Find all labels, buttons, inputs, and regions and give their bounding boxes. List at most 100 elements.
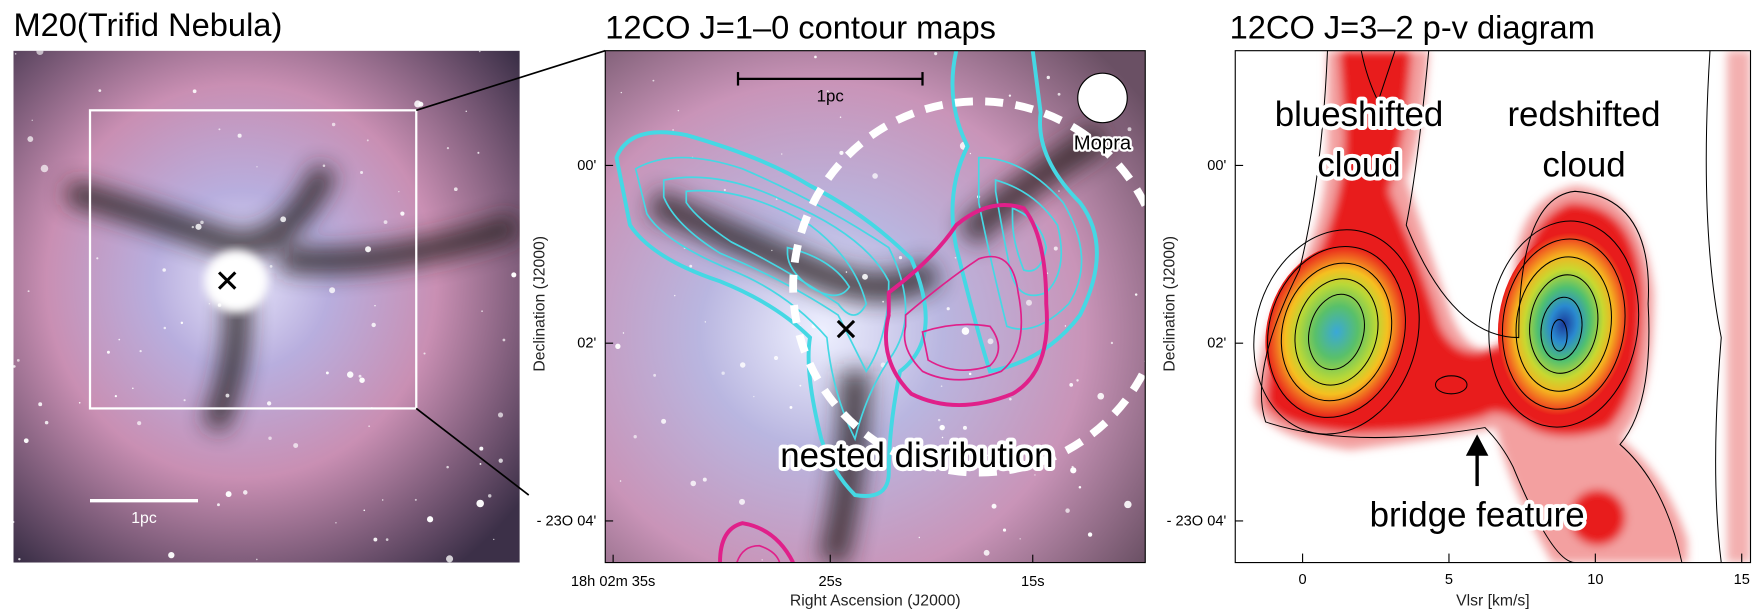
star (623, 332, 624, 333)
star (740, 362, 745, 367)
x-tick-label: 15s (1021, 574, 1045, 590)
star (939, 425, 944, 430)
star (98, 89, 101, 92)
star (243, 490, 248, 495)
star (1065, 325, 1066, 326)
beam-label: Mopra (1074, 133, 1132, 155)
star (1019, 538, 1020, 539)
star (371, 323, 375, 327)
star (1069, 383, 1073, 387)
annotation: bridge feature (1370, 496, 1585, 535)
star (132, 388, 134, 390)
star (268, 437, 271, 440)
annotation: cloud (1542, 146, 1625, 185)
y-axis-label: Declination (J2000) (532, 236, 549, 372)
star (481, 310, 483, 312)
star (45, 421, 49, 425)
star (386, 538, 389, 541)
annotation: redshifted (1507, 95, 1660, 134)
star (24, 438, 29, 443)
star (418, 102, 423, 107)
x-axis-label: Right Ascension (J2000) (790, 592, 961, 609)
contour-map (605, 51, 1164, 563)
star (384, 220, 388, 224)
star (36, 48, 43, 55)
star (15, 53, 17, 55)
star-marker: ✕ (214, 263, 240, 299)
star (373, 538, 377, 542)
x-tick-label: 25s (818, 574, 842, 590)
star (882, 301, 884, 303)
star (919, 537, 920, 538)
star (18, 558, 20, 560)
star (195, 224, 201, 230)
star (988, 338, 994, 344)
star (184, 399, 186, 401)
star (479, 50, 481, 52)
star (168, 552, 174, 558)
star (941, 385, 943, 387)
contour-map (605, 51, 1145, 563)
star (1070, 467, 1076, 473)
y-tick-label: 00' (577, 158, 596, 174)
star (446, 555, 453, 562)
star (499, 459, 503, 463)
star (962, 327, 970, 335)
star (329, 287, 335, 293)
star (938, 419, 940, 421)
star (1026, 300, 1032, 306)
star (139, 350, 141, 352)
star (674, 295, 675, 296)
star (969, 373, 971, 375)
star-marker: ✕ (833, 311, 859, 347)
star (79, 402, 81, 404)
star (1065, 508, 1069, 512)
annotation: cloud (1317, 146, 1400, 185)
star (934, 52, 937, 55)
star (466, 111, 467, 112)
star (689, 265, 692, 268)
x-tick-label: 0 (1299, 572, 1307, 588)
star (703, 478, 707, 482)
star (705, 321, 706, 322)
star (753, 396, 754, 397)
star (238, 134, 242, 138)
panel-title: M20(Trifid Nebula) (14, 6, 283, 43)
star (1071, 466, 1073, 468)
star (488, 494, 491, 497)
star (1135, 293, 1137, 295)
star (118, 339, 120, 341)
star (774, 356, 778, 360)
star (137, 421, 141, 425)
star (970, 153, 971, 154)
star (454, 187, 458, 191)
star (423, 352, 425, 354)
star (326, 371, 329, 374)
y-tick-label: - 23O 04' (1167, 513, 1227, 529)
star (256, 559, 258, 561)
star (218, 128, 220, 130)
star (193, 89, 197, 93)
star (398, 191, 399, 192)
star (771, 250, 772, 251)
star (661, 419, 666, 424)
star (1054, 247, 1058, 251)
y-tick-label: - 23O 04' (537, 513, 597, 529)
star (1058, 190, 1060, 192)
panel-title: 12CO J=1–0 contour maps (605, 8, 996, 45)
star (360, 171, 363, 174)
star (781, 153, 782, 154)
star (790, 406, 793, 409)
star (359, 375, 362, 378)
star (323, 165, 325, 167)
star (13, 365, 16, 368)
star (107, 351, 110, 354)
annotation: blueshifted (1275, 95, 1444, 134)
star (367, 139, 369, 141)
star (690, 481, 696, 487)
optical-image (13, 48, 520, 563)
star (218, 303, 222, 307)
y-tick-label: 02' (577, 336, 596, 352)
star (226, 394, 230, 398)
star (162, 268, 166, 272)
